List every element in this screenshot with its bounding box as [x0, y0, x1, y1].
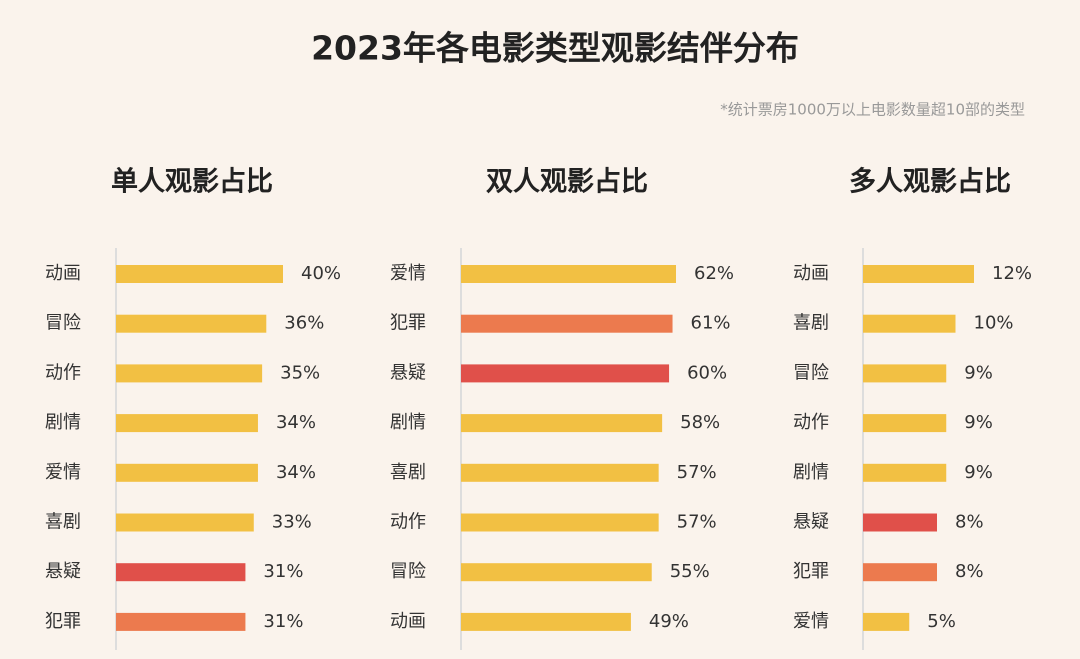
value-label: 57% [677, 462, 717, 483]
value-label: 8% [955, 561, 984, 582]
value-label: 9% [964, 462, 993, 483]
bar [863, 513, 937, 532]
category-label: 悬疑 [793, 512, 829, 533]
bar [116, 364, 263, 383]
value-label: 62% [694, 263, 734, 284]
bar [863, 612, 910, 631]
value-label: 31% [263, 611, 303, 632]
value-label: 49% [649, 611, 689, 632]
category-label: 动画 [793, 263, 829, 284]
bar [863, 414, 947, 433]
bar [461, 414, 663, 433]
value-label: 55% [670, 561, 710, 582]
category-label: 犯罪 [793, 561, 829, 582]
value-label: 10% [974, 313, 1014, 334]
value-label: 60% [687, 362, 727, 383]
panel-title: 多人观影占比 [849, 167, 1011, 198]
category-label: 冒险 [45, 313, 81, 334]
footnote: *统计票房1000万以上电影数量超10部的类型 [720, 101, 1025, 119]
category-label: 动画 [390, 611, 426, 632]
bar [863, 314, 956, 333]
value-label: 34% [276, 462, 316, 483]
category-label: 犯罪 [45, 611, 81, 632]
bar [461, 513, 659, 532]
category-label: 剧情 [793, 462, 829, 483]
category-label: 剧情 [390, 412, 426, 433]
category-label: 悬疑 [390, 362, 426, 383]
category-label: 动作 [793, 412, 829, 433]
value-label: 12% [992, 263, 1032, 284]
category-label: 爱情 [793, 611, 829, 632]
value-label: 36% [284, 313, 324, 334]
category-label: 爱情 [390, 263, 426, 284]
category-label: 动作 [390, 512, 426, 533]
page-title: 2023年各电影类型观影结伴分布 [311, 29, 799, 68]
category-label: 喜剧 [390, 462, 426, 483]
bar [461, 364, 670, 383]
category-label: 爱情 [45, 462, 81, 483]
value-label: 61% [691, 313, 731, 334]
category-label: 动画 [45, 263, 81, 284]
bar [116, 513, 254, 532]
bar [461, 265, 676, 283]
category-label: 喜剧 [45, 512, 81, 533]
value-label: 33% [272, 512, 312, 533]
category-label: 犯罪 [390, 313, 426, 334]
bar [116, 414, 258, 433]
bar [116, 463, 258, 482]
bar [863, 265, 974, 283]
bar [116, 563, 246, 582]
value-label: 8% [955, 512, 984, 533]
panel-title: 双人观影占比 [486, 167, 648, 198]
value-label: 35% [280, 362, 320, 383]
value-label: 40% [301, 263, 341, 284]
category-label: 悬疑 [45, 561, 81, 582]
value-label: 9% [964, 362, 993, 383]
bar [863, 364, 947, 383]
value-label: 9% [964, 412, 993, 433]
category-label: 冒险 [390, 561, 426, 582]
value-label: 34% [276, 412, 316, 433]
bar [116, 612, 246, 631]
bar [863, 463, 947, 482]
bar [461, 314, 673, 333]
bar [461, 612, 631, 631]
value-label: 58% [680, 412, 720, 433]
category-label: 剧情 [45, 412, 81, 433]
value-label: 5% [927, 611, 956, 632]
bar [863, 563, 937, 582]
category-label: 动作 [45, 362, 81, 383]
category-label: 喜剧 [793, 313, 829, 334]
panel-title: 单人观影占比 [111, 167, 273, 198]
category-label: 冒险 [793, 362, 829, 383]
value-label: 31% [263, 561, 303, 582]
bar [461, 563, 652, 582]
value-label: 57% [677, 512, 717, 533]
bar [461, 463, 659, 482]
bar [116, 265, 283, 283]
bar [116, 314, 267, 333]
